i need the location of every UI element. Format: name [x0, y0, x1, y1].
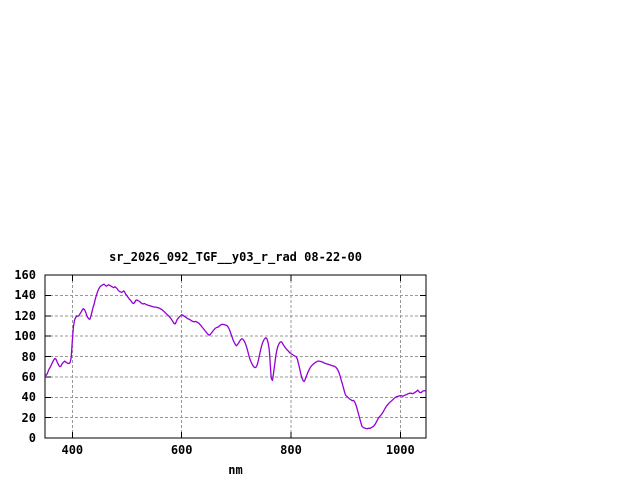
y-tick-label: 120: [14, 308, 36, 323]
y-tick-label: 60: [21, 369, 36, 384]
spectrum-curve: [44, 283, 427, 430]
x-tick-label: 800: [280, 443, 302, 457]
x-axis-label: nm: [228, 463, 243, 477]
y-tick-label: 160: [14, 268, 36, 282]
y-tick-label: 40: [21, 390, 36, 405]
x-tick-label: 1000: [385, 443, 415, 457]
y-tick-label: 140: [14, 288, 36, 303]
y-tick-label: 100: [14, 329, 36, 344]
x-tick-label: 400: [61, 443, 84, 457]
y-tick-label: 80: [21, 349, 36, 364]
chart-title: sr_2026_092_TGF__y03_r_rad 08-22-00: [109, 250, 362, 264]
y-tick-label: 20: [21, 410, 36, 425]
y-tick-label: 0: [28, 431, 36, 445]
x-tick-label: 600: [170, 443, 193, 457]
